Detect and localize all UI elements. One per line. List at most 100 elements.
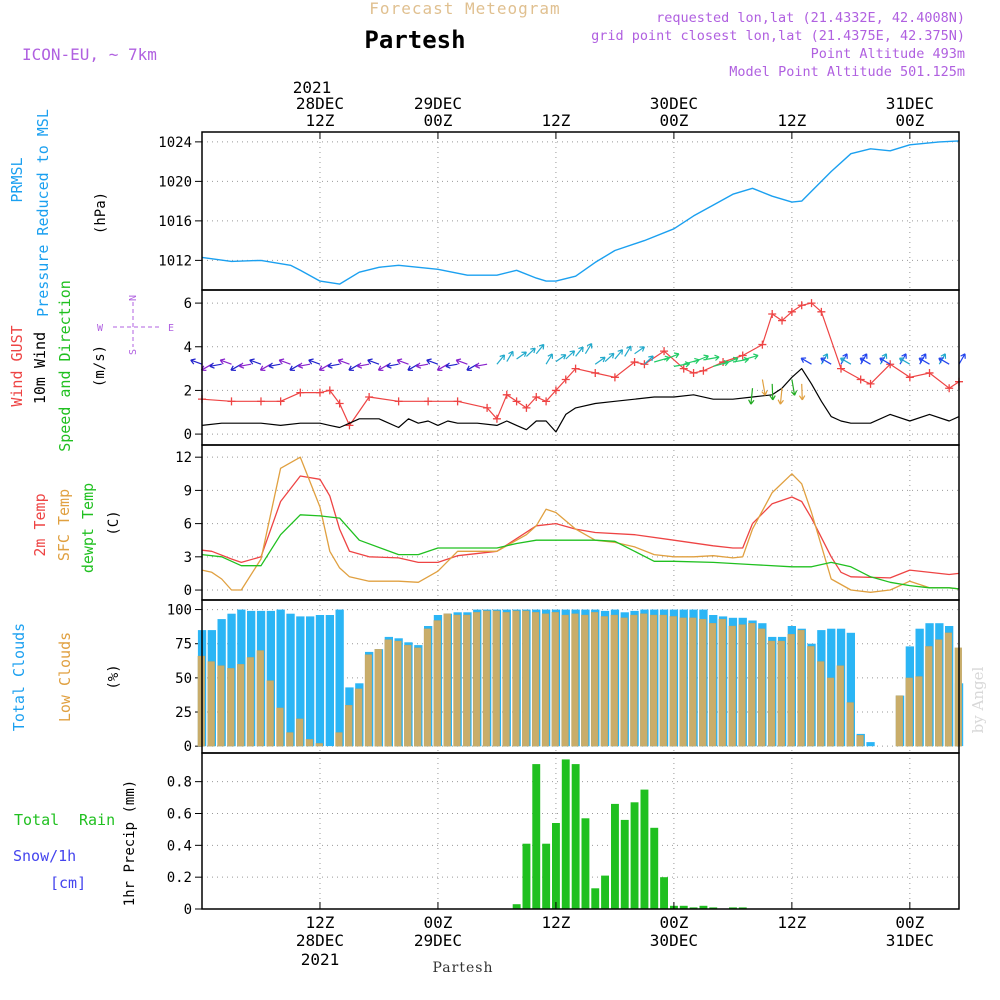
wind-direction-arrow — [790, 379, 798, 396]
gust-marker — [424, 397, 433, 406]
low-cloud-bar — [748, 623, 756, 747]
gust-marker — [719, 358, 728, 367]
low-cloud-bar — [237, 664, 245, 747]
wind-direction-arrow — [624, 345, 632, 357]
gust-marker — [591, 368, 600, 377]
wind-direction-arrow — [938, 353, 947, 365]
wind-direction-arrow — [839, 357, 852, 365]
wind-tick-label: 6 — [184, 296, 192, 312]
low-cloud-bar — [905, 677, 913, 747]
gust-marker — [768, 310, 777, 319]
wind-direction-arrow — [565, 350, 576, 360]
gust-marker — [453, 397, 462, 406]
rain-bar — [522, 843, 531, 909]
low-cloud-bar — [315, 743, 323, 747]
gust-marker — [807, 299, 816, 308]
gust-marker — [227, 397, 236, 406]
total-cloud-bar — [846, 632, 855, 747]
pressure-label-2: Pressure Reduced to MSL — [34, 109, 52, 317]
rain-bar — [611, 803, 619, 909]
wind-direction-arrow — [455, 358, 468, 365]
wind-direction-arrow — [840, 353, 848, 365]
total-cloud-bar — [335, 609, 344, 747]
gust-marker — [866, 379, 875, 388]
low-cloud-bar — [649, 614, 658, 747]
gust-marker — [561, 375, 570, 384]
low-cloud-bar — [600, 616, 608, 747]
rain-bar — [620, 819, 629, 909]
wind-direction-arrow — [555, 354, 567, 363]
gust-marker — [787, 307, 796, 316]
low-cloud-bar — [522, 610, 530, 747]
low-cloud-bar — [590, 612, 599, 747]
wind-unit: (m/s) — [92, 345, 108, 387]
wind-direction-arrow — [516, 351, 527, 360]
temp-label-3: dewpt Temp — [79, 483, 97, 573]
rain-bar — [581, 818, 590, 909]
wind-label-3: Speed and Direction — [56, 280, 74, 452]
low-cloud-bar — [433, 620, 441, 747]
wind-direction-arrow — [634, 346, 645, 355]
gust-marker — [837, 364, 846, 373]
rain-bar — [689, 907, 698, 909]
precip-tick-label: 0 — [184, 902, 192, 918]
low-cloud-bar — [944, 632, 953, 747]
low-cloud-bar — [276, 707, 284, 747]
top-hour-label: 12Z — [777, 111, 806, 130]
total-cloud-bar — [325, 615, 334, 747]
total-cloud-bar — [306, 616, 315, 747]
closest-lonlat: grid point closest lon,lat (21.4375E, 42… — [591, 28, 965, 44]
low-cloud-bar — [669, 616, 677, 747]
wind-direction-arrow — [506, 350, 514, 362]
low-cloud-bar — [305, 739, 314, 747]
precip-label-cm: [cm] — [50, 874, 86, 892]
wind-direction-arrow — [259, 363, 272, 371]
wind-direction-arrow — [742, 353, 759, 361]
low-cloud-bar — [355, 688, 363, 747]
low-cloud-bar — [610, 614, 618, 747]
wind-direction-arrow — [761, 379, 768, 396]
temp-tick-label: 6 — [184, 517, 192, 533]
precip-label-total: Total — [14, 811, 59, 829]
low-cloud-bar — [699, 618, 707, 747]
wind-label-1: Wind GUST — [8, 325, 26, 406]
wind-direction-arrow — [337, 358, 350, 365]
panel-frame — [201, 131, 960, 291]
gust-marker — [610, 373, 619, 382]
wind-direction-arrow — [209, 362, 222, 369]
wind-direction-arrow — [348, 363, 360, 371]
location-title: Partesh — [364, 26, 465, 54]
wind-direction-arrow — [238, 362, 252, 369]
wind-direction-arrow — [798, 383, 806, 401]
wind-direction-arrow — [769, 383, 776, 401]
bottom-hour-label: 00Z — [895, 913, 924, 932]
compass-rose: W E N S — [97, 295, 174, 355]
low-cloud-bar — [463, 614, 471, 747]
wind-direction-arrow — [525, 347, 536, 357]
rain-bar — [640, 789, 649, 909]
temp-tick-label: 9 — [184, 483, 192, 499]
pressure-label-1: PRMSL — [8, 157, 26, 202]
low-cloud-bar — [895, 695, 903, 747]
low-cloud-bar — [935, 639, 943, 747]
compass-east: E — [168, 323, 174, 334]
rain-bar — [601, 875, 609, 909]
total-cloud-bar — [866, 742, 875, 747]
low-cloud-bar — [227, 668, 235, 747]
gust-marker — [905, 373, 914, 382]
low-cloud-bar — [689, 617, 697, 747]
total-cloud-bar — [266, 610, 275, 747]
low-cloud-bar — [266, 680, 274, 747]
clouds-tick-label: 50 — [175, 671, 192, 687]
temp-unit: (C) — [106, 510, 122, 535]
bottom-hour-label: 12Z — [541, 913, 570, 932]
compass-south: S — [128, 349, 139, 355]
gust-line — [201, 302, 960, 426]
wind-direction-arrow — [436, 363, 449, 371]
low-cloud-bar — [925, 646, 933, 747]
bottom-date-label: 31DEC — [886, 931, 934, 950]
rain-bar — [532, 764, 541, 909]
wind-direction-arrow — [268, 362, 281, 369]
panel-frame — [201, 599, 960, 754]
low-cloud-bar — [620, 617, 628, 747]
